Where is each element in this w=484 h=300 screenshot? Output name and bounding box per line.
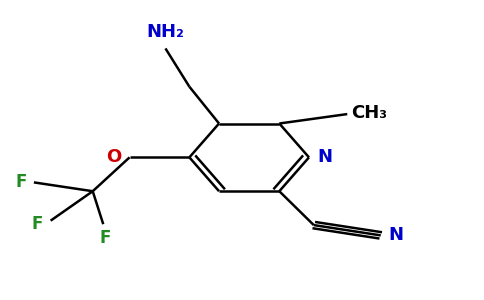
Text: F: F [31, 214, 43, 232]
Text: F: F [15, 173, 27, 191]
Text: N: N [318, 148, 333, 166]
Text: N: N [388, 226, 403, 244]
Text: F: F [100, 229, 111, 247]
Text: NH₂: NH₂ [147, 23, 184, 41]
Text: O: O [106, 148, 121, 166]
Text: CH₃: CH₃ [351, 104, 387, 122]
